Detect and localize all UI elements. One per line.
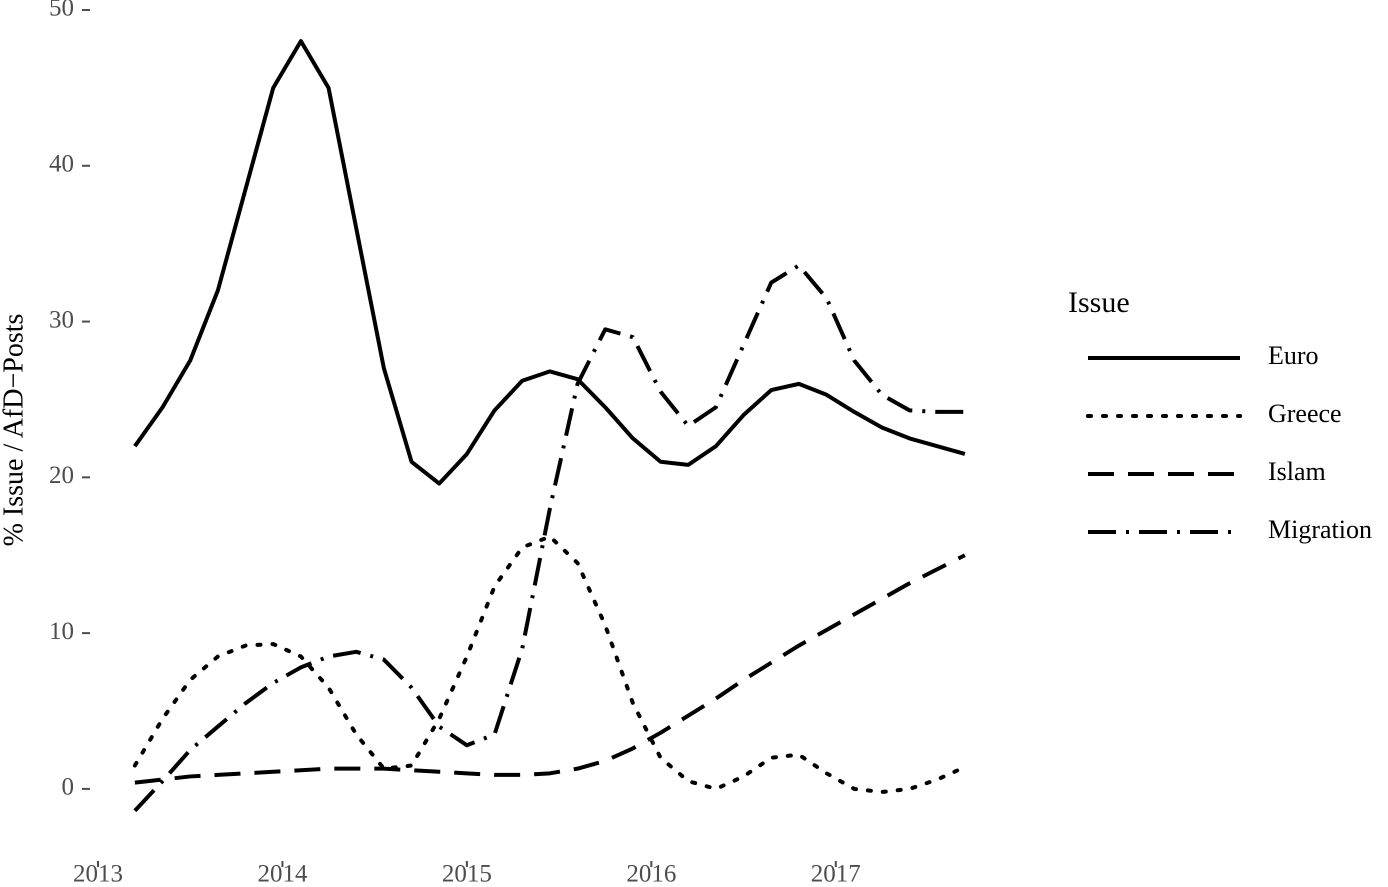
line [133,39,966,486]
y-tick-label: 20 [49,462,74,489]
legend-label: Islam [1268,457,1326,486]
y-tick-label: 10 [49,618,74,645]
y-tick-label: 0 [62,774,75,801]
line [134,553,966,785]
line [132,534,967,795]
legend-title: Issue [1068,286,1130,319]
legend-label: Migration [1268,515,1372,544]
y-tick-label: 40 [49,151,74,178]
legend-label: Euro [1268,341,1319,370]
y-axis-label: % Issue / AfD−Posts [0,314,29,547]
x-tick-label: 2013 [73,861,123,887]
x-tick-label: 2015 [442,861,492,887]
x-tick-label: 2014 [257,861,308,887]
legend-label: Greece [1268,399,1342,428]
y-tick-label: 30 [49,306,74,333]
x-tick-label: 2016 [626,861,676,887]
y-tick-label: 50 [49,0,74,22]
line [133,263,965,813]
x-tick-label: 2017 [811,861,861,887]
